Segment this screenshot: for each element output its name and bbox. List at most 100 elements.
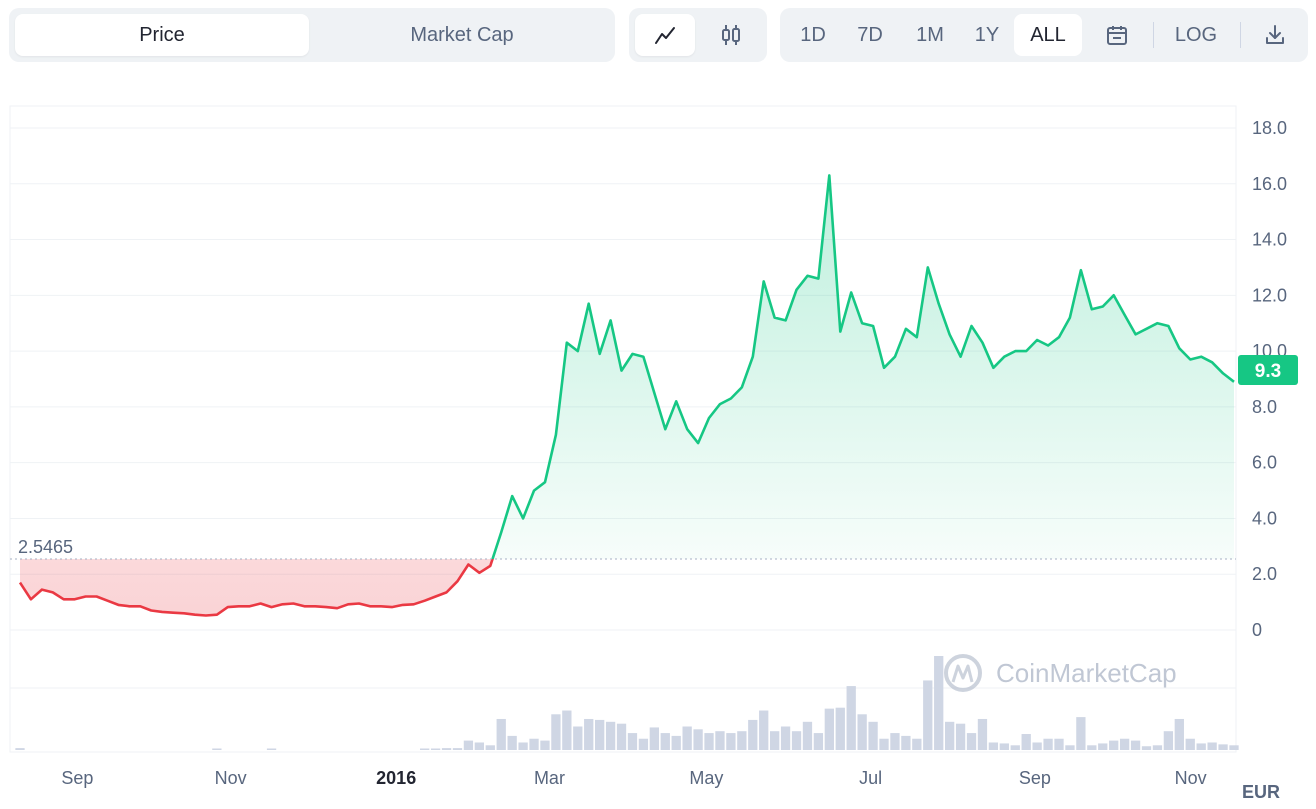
volume-bar [1174,718,1184,750]
volume-bar [595,719,605,750]
date-range-button[interactable] [1094,14,1140,56]
volume-bar [780,726,791,750]
volume-bar [912,738,922,750]
volume-bar [813,733,824,750]
volume-bar [693,729,703,750]
chart-type-group [629,8,767,62]
candlestick-button[interactable] [701,14,761,56]
volume-bar [485,745,495,750]
current-price-label: 9.3 [1255,361,1281,382]
volume-bar [496,718,506,750]
log-scale-button[interactable]: LOG [1174,23,1218,46]
x-tick-label: May [689,768,723,788]
candlestick-icon [722,25,740,45]
volume-bar [999,743,1009,750]
volume-bar [1152,745,1163,750]
baseline-label: 2.5465 [18,537,73,557]
volume-bar [1229,745,1239,750]
x-tick-label: 2016 [376,768,416,788]
watermark: CoinMarketCap [944,654,1177,692]
volume-bar [901,735,911,750]
range-1y-button[interactable]: 1Y [974,23,1000,46]
y-tick-label: 12.0 [1252,285,1287,305]
volume-bar [463,740,474,750]
volume-bar [529,738,539,750]
volume-bar [1196,743,1206,750]
volume-bar [923,680,933,750]
plot-frame [9,105,1237,753]
volume-bar [1109,740,1119,750]
x-tick-label: Mar [534,768,565,788]
x-tick-label: Nov [1175,768,1207,788]
volume-bar [1163,731,1174,750]
volume-bar [770,731,780,750]
volume-bar [1119,738,1130,750]
tab-price[interactable]: Price [15,14,309,56]
download-button[interactable] [1252,14,1298,56]
metric-tab-group: Price Market Cap [9,8,615,62]
volume-bar [1021,734,1031,750]
baseline: 2.5465 [10,537,1236,560]
price-area-down [20,558,1234,616]
volume-bar [1032,742,1042,750]
volume-bar [1185,738,1195,750]
y-tick-label: 8.0 [1252,397,1277,417]
range-all-button[interactable]: ALL [1014,14,1082,56]
volume-bar [1087,745,1097,750]
volume-bar [1207,742,1217,750]
toolbar-divider [1240,22,1241,48]
volume-bar [430,748,441,750]
volume-bar [879,738,889,750]
line-chart-icon [655,27,675,44]
volume-bar [1218,744,1228,750]
volume-bar [890,733,900,750]
line-chart-button[interactable] [635,14,695,56]
volume-bar [748,719,758,750]
y-tick-label: 14.0 [1252,230,1287,250]
volume-bar [802,721,813,750]
toolbar-divider [1153,22,1154,48]
volume-bar [616,723,627,750]
volume-bar [791,731,802,750]
range-group: 1D 7D 1M 1Y ALL LOG [780,8,1308,62]
volume-bar [726,733,736,750]
price-line-up [491,174,1235,559]
y-tick-label: 18.0 [1252,118,1287,138]
volume-bar [824,708,834,750]
volume-bar [1141,746,1152,750]
volume-bar [540,740,550,750]
volume-bar [507,735,517,750]
tab-market-cap[interactable]: Market Cap [410,23,514,46]
volume-bar [441,748,452,750]
volume-bar [966,733,977,750]
x-axis: Sep Nov 2016 Mar May Jul Sep Nov EUR [61,768,1280,802]
volume-bar [649,727,659,750]
x-tick-label: Jul [859,768,882,788]
volume-bar [715,731,725,750]
range-1d-button[interactable]: 1D [800,23,826,46]
range-1m-button[interactable]: 1M [916,23,944,46]
y-tick-label: 4.0 [1252,508,1277,528]
volume-bar [704,733,714,750]
x-tick-label: Sep [61,768,93,788]
volume-bar [573,726,583,750]
volume-bar [474,742,484,750]
volume-bar [562,710,572,750]
volume-bar [1043,738,1053,750]
volume-bar [1076,717,1086,750]
volume-bar [988,742,999,750]
volume-bar [266,748,277,750]
volume-bar [759,710,769,750]
volume-bar [934,656,944,750]
volume-bar [518,742,528,750]
watermark-text: CoinMarketCap [996,658,1177,688]
volume-bars [15,656,1239,750]
volume-bar [737,731,747,750]
volume-bar [846,686,856,750]
range-7d-button[interactable]: 7D [857,23,883,46]
volume-bar [15,748,25,750]
current-price-tag [1238,355,1298,385]
volume-bar [835,707,845,750]
download-icon [1266,25,1284,44]
